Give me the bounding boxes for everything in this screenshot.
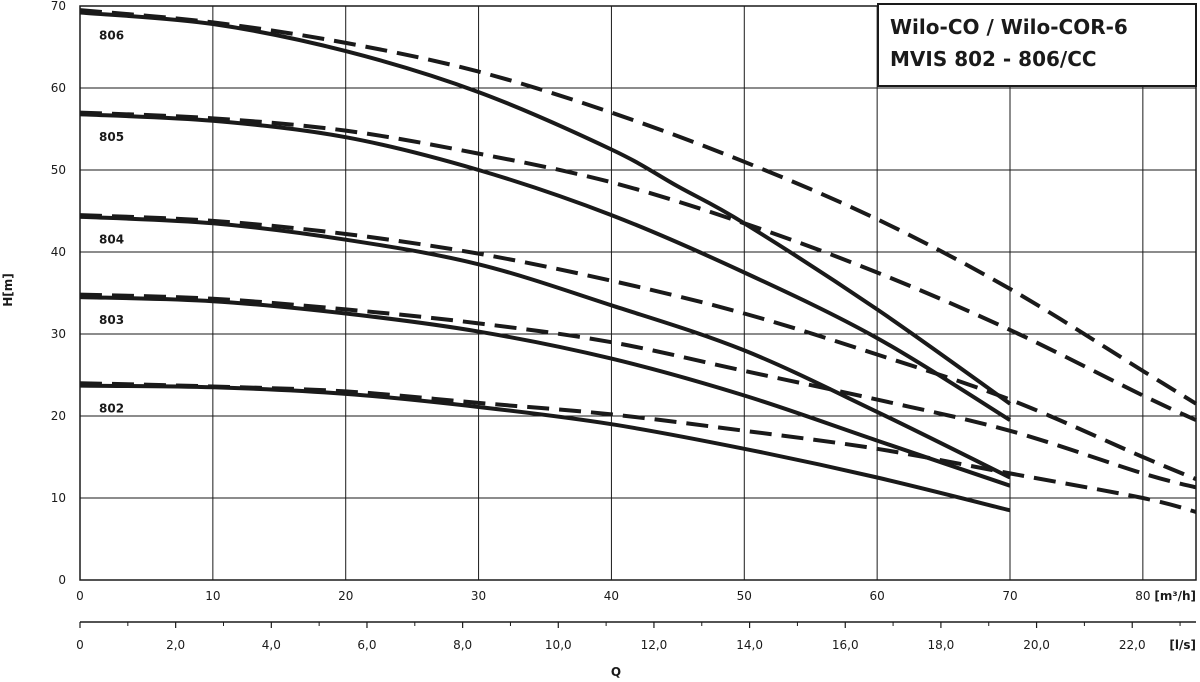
x2-tick-label-0: 0	[76, 638, 84, 652]
grid	[79, 5, 1196, 581]
y-tick-label-60: 60	[51, 81, 66, 95]
y-tick-label-20: 20	[51, 409, 66, 423]
x-tick-label-40: 40	[604, 589, 619, 603]
x-axis-unit-m3h: [m³/h]	[1154, 589, 1196, 603]
curve-802-solid	[79, 383, 1011, 513]
x2-tick-label-2: 4,0	[262, 638, 281, 652]
curve-806-solid	[79, 10, 1012, 406]
x2-tick-label-10: 20,0	[1023, 638, 1050, 652]
curve-806-dashed	[79, 8, 1198, 406]
curve-label-805: 805	[99, 130, 124, 144]
curve-803-solid	[79, 295, 1011, 488]
x2-tick-label-8: 16,0	[832, 638, 859, 652]
x2-tick-label-5: 10,0	[545, 638, 572, 652]
y-tick-label-0: 0	[58, 573, 66, 587]
curve-labels: 806 805 804 803 802	[99, 29, 124, 416]
x2-tick-label-1: 2,0	[166, 638, 185, 652]
y-tick-label-70: 70	[51, 0, 66, 13]
curve-804-dashed	[79, 213, 1197, 481]
x2-tick-label-7: 14,0	[736, 638, 763, 652]
chart-title-line-2: MVIS 802 - 806/CC	[890, 47, 1097, 71]
x-axis-title: Q	[611, 665, 621, 679]
y-tick-label-40: 40	[51, 245, 66, 259]
x2-tick-label-3: 6,0	[357, 638, 376, 652]
y-tick-label-10: 10	[51, 491, 66, 505]
x2-tick-label-4: 8,0	[453, 638, 472, 652]
x-tick-label-70: 70	[1002, 589, 1017, 603]
curve-805-solid	[79, 112, 1012, 422]
x2-tick-label-11: 22,0	[1119, 638, 1146, 652]
y-tick-label-30: 30	[51, 327, 66, 341]
x-tick-label-0: 0	[76, 589, 84, 603]
x-tick-label-10: 10	[205, 589, 220, 603]
pump-curves	[79, 8, 1198, 514]
y-axis-title: H[m]	[1, 273, 15, 307]
x-tick-label-50: 50	[737, 589, 752, 603]
title-box: Wilo-CO / Wilo-COR-6 MVIS 802 - 806/CC	[877, 3, 1197, 87]
x-axis-unit-ls: [l/s]	[1169, 638, 1196, 652]
curve-label-804: 804	[99, 233, 124, 247]
chart-title-line-1: Wilo-CO / Wilo-COR-6	[890, 15, 1128, 39]
plot-frame	[79, 5, 1197, 581]
y-tick-label-50: 50	[51, 163, 66, 177]
x2-tick-label-9: 18,0	[928, 638, 955, 652]
x-tick-label-60: 60	[870, 589, 885, 603]
curve-802-dashed	[79, 381, 1197, 514]
x-tick-label-30: 30	[471, 589, 486, 603]
x-tick-label-20: 20	[338, 589, 353, 603]
curve-805-dashed	[79, 110, 1197, 422]
curve-label-803: 803	[99, 313, 124, 327]
x2-tick-label-6: 12,0	[641, 638, 668, 652]
curve-label-802: 802	[99, 402, 124, 416]
curve-804-solid	[79, 214, 1011, 480]
curve-803-dashed	[79, 292, 1197, 490]
x-tick-label-80: 80	[1135, 589, 1150, 603]
curve-label-806: 806	[99, 29, 124, 43]
axes: 0 10 20 30 40 50 60 70 0 10 20 30 40 50 60 70 80 0 2,0 4,0 6…	[51, 0, 1197, 652]
